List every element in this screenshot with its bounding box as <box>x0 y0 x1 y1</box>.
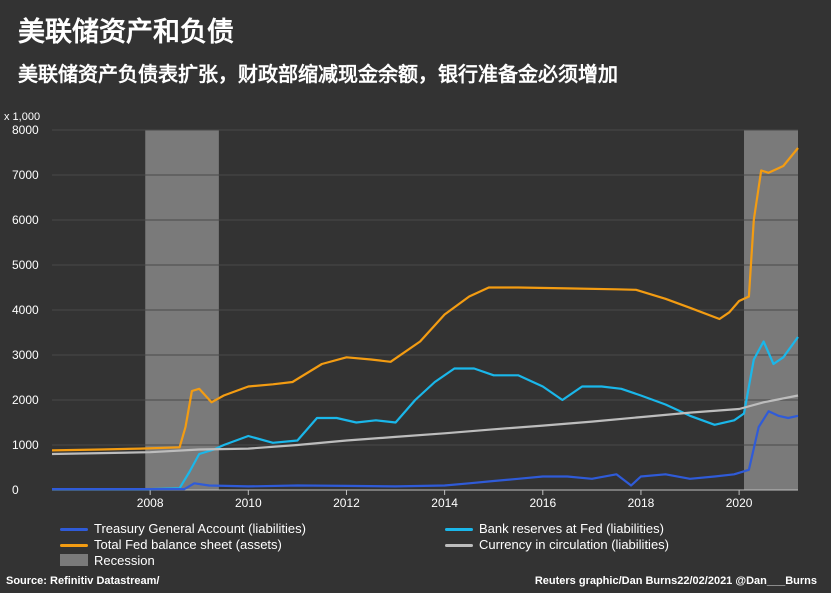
y-tick-label: 2000 <box>12 393 39 407</box>
legend-swatch <box>445 528 473 531</box>
legend-label: Currency in circulation (liabilities) <box>479 537 670 552</box>
y-tick-label: 7000 <box>12 168 39 182</box>
x-tick-label: 2016 <box>529 496 556 510</box>
y-tick-label: 1000 <box>12 438 39 452</box>
y-axis-unit-label: x 1,000 <box>4 111 40 123</box>
x-tick-label: 2020 <box>726 496 753 510</box>
chart-subtitle: 美联储资产负债表扩张，财政部缩减现金余额，银行准备金必须增加 <box>18 62 618 86</box>
y-tick-label: 5000 <box>12 258 39 272</box>
x-tick-label: 2010 <box>235 496 262 510</box>
source-note: Source: Refinitiv Datastream/ <box>6 575 160 587</box>
y-tick-label: 8000 <box>12 123 39 137</box>
x-tick-label: 2012 <box>333 496 360 510</box>
series-line-total-fed-balance-sheet-assets <box>51 147 799 452</box>
x-tick-label: 2008 <box>137 496 164 510</box>
series-line-currency-in-circulation-liabilities <box>51 394 799 456</box>
legend-label: Bank reserves at Fed (liabilities) <box>479 521 664 536</box>
credit-note: Reuters graphic/Dan Burns22/02/2021 @Dan… <box>534 575 817 587</box>
y-tick-label: 3000 <box>12 348 39 362</box>
y-tick-label: 6000 <box>12 213 39 227</box>
legend-label: Treasury General Account (liabilities) <box>94 521 306 536</box>
chart-title: 美联储资产和负债 <box>18 17 234 48</box>
legend-swatch <box>60 554 88 566</box>
y-tick-label: 4000 <box>12 303 39 317</box>
series-line-treasury-general-account-liabilities <box>52 410 799 491</box>
x-tick-label: 2014 <box>431 496 458 510</box>
legend-swatch <box>60 528 88 531</box>
x-tick-label: 2018 <box>628 496 655 510</box>
legend-label: Recession <box>94 553 155 568</box>
legend-swatch <box>445 544 473 547</box>
legend-swatch <box>60 544 88 547</box>
legend-label: Total Fed balance sheet (assets) <box>94 537 282 552</box>
y-tick-label: 0 <box>12 483 19 497</box>
